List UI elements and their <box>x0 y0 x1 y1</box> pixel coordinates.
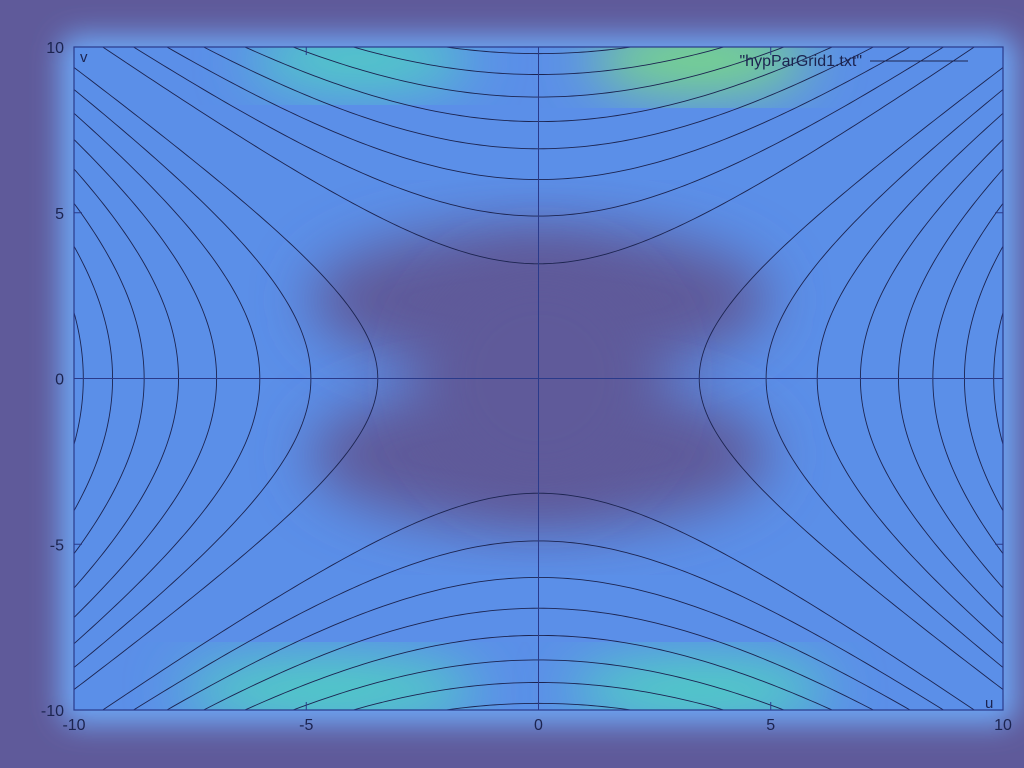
y-tick-label-3: -5 <box>50 537 64 554</box>
y-tick-label-4: -10 <box>41 703 64 720</box>
y-tick-label-1: 5 <box>55 206 64 223</box>
y-axis-letter: v <box>80 49 88 66</box>
x-tick-label-2: 0 <box>534 717 543 734</box>
tick-labels: -10 -5 0 5 10 10 5 0 -5 -10 <box>41 40 1012 734</box>
x-tick-label-4: 10 <box>994 717 1012 734</box>
x-tick-label-1: -5 <box>299 717 313 734</box>
y-tick-label-0: 10 <box>46 40 64 57</box>
x-axis-letter: u <box>985 695 993 712</box>
x-tick-label-3: 5 <box>766 717 775 734</box>
y-tick-label-2: 0 <box>55 372 64 389</box>
legend: "hypParGrid1.txt" <box>739 53 968 70</box>
tick-marks <box>73 46 1004 711</box>
heat-overlay <box>180 47 830 710</box>
x-tick-label-0: -10 <box>62 717 85 734</box>
legend-label: "hypParGrid1.txt" <box>739 53 862 70</box>
